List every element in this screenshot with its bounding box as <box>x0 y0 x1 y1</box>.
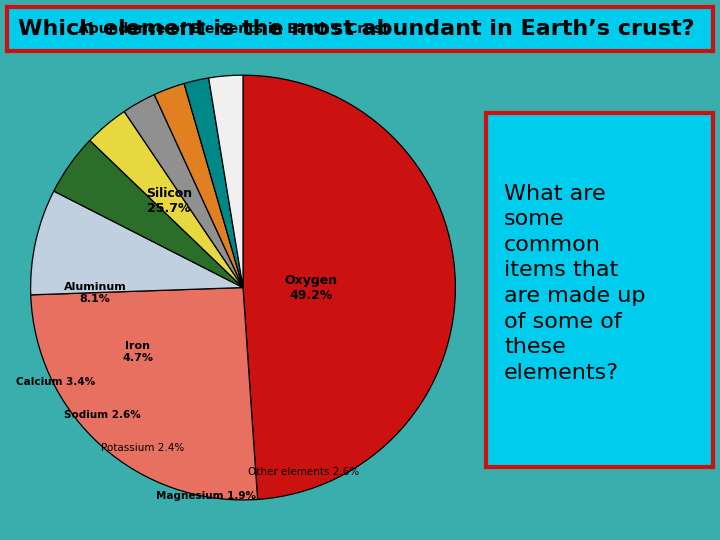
Wedge shape <box>31 191 243 295</box>
Text: Which element is the most abundant in Earth’s crust?: Which element is the most abundant in Ea… <box>18 19 694 39</box>
Wedge shape <box>31 287 258 500</box>
Text: Potassium 2.4%: Potassium 2.4% <box>101 443 184 453</box>
Wedge shape <box>54 140 243 287</box>
Text: Abundance of Elements in Earth's Crust: Abundance of Elements in Earth's Crust <box>78 22 390 36</box>
Wedge shape <box>184 78 243 287</box>
Text: Sodium 2.6%: Sodium 2.6% <box>64 410 140 420</box>
Text: Aluminum
8.1%: Aluminum 8.1% <box>64 282 127 304</box>
Wedge shape <box>154 84 243 287</box>
Wedge shape <box>90 111 243 287</box>
Wedge shape <box>209 75 243 287</box>
Text: What are
some
common
items that
are made up
of some of
these
elements?: What are some common items that are made… <box>504 184 646 383</box>
Text: Calcium 3.4%: Calcium 3.4% <box>16 377 95 387</box>
Wedge shape <box>125 94 243 287</box>
Text: Other elements 2.6%: Other elements 2.6% <box>248 467 359 477</box>
Text: Magnesium 1.9%: Magnesium 1.9% <box>156 491 256 501</box>
Text: Silicon
25.7%: Silicon 25.7% <box>146 187 192 215</box>
Text: Iron
4.7%: Iron 4.7% <box>122 341 153 363</box>
Wedge shape <box>243 75 455 500</box>
Text: Oxygen
49.2%: Oxygen 49.2% <box>285 274 338 301</box>
